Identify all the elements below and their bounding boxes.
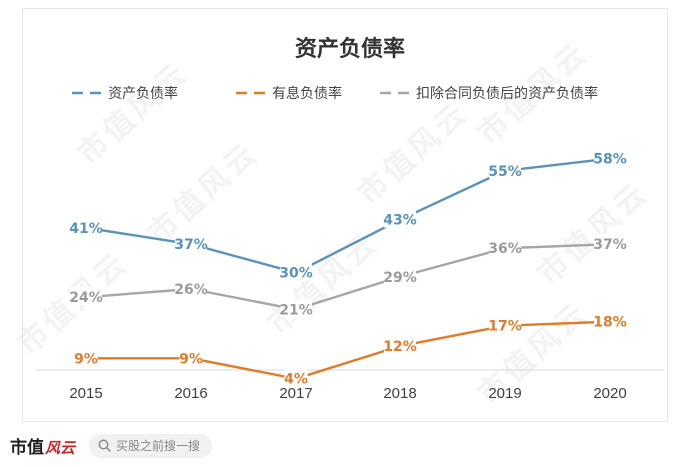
data-label: 29% (383, 270, 417, 286)
data-label: 26% (174, 282, 208, 298)
data-label-bg (384, 336, 416, 355)
data-label: 36% (488, 241, 522, 257)
data-label: 9% (74, 351, 98, 367)
legend-label: 有息负债率 (272, 85, 342, 102)
legend-item: 扣除合同负债后的资产负债率 (380, 85, 598, 102)
legend-label: 资产负债率 (108, 85, 178, 102)
x-tick-label: 2020 (593, 385, 626, 402)
data-label: 30% (279, 266, 313, 282)
data-label-bg (175, 279, 207, 297)
series-line (85, 242, 611, 311)
chart-title: 资产负债率 (295, 36, 405, 62)
logo-script: 风云 (45, 439, 76, 457)
data-label-bg (489, 315, 521, 334)
data-label: 58% (593, 152, 627, 168)
series-line (85, 157, 611, 274)
data-label: 37% (593, 237, 627, 253)
data-label: 21% (279, 302, 313, 318)
data-label: 12% (383, 339, 417, 355)
search-icon (98, 439, 111, 452)
search-bar[interactable]: 买股之前搜一搜 (89, 433, 213, 458)
data-label: 37% (174, 237, 208, 253)
data-label-bg (489, 160, 521, 179)
data-label-bg (594, 234, 626, 253)
data-label-bg (594, 311, 626, 330)
legend-item: 资产负债率 (72, 85, 178, 102)
data-label: 43% (383, 213, 417, 229)
footer: 市值 风云 买股之前搜一搜 (0, 424, 700, 467)
data-label: 9% (179, 351, 203, 367)
logo-text: 市值 (10, 438, 44, 458)
x-tick-label: 2015 (69, 385, 102, 402)
data-label: 55% (488, 164, 522, 180)
data-label: 4% (284, 372, 308, 388)
data-label-bg (70, 217, 102, 236)
data-label-bg (489, 238, 521, 257)
legend-item: 有息负债率 (236, 85, 342, 102)
x-tick-label: 2019 (488, 385, 521, 402)
data-label-bg (280, 299, 312, 318)
data-label: 24% (69, 290, 103, 306)
x-tick-label: 2016 (174, 385, 207, 402)
data-label-bg (284, 368, 308, 387)
data-label-bg (384, 266, 416, 285)
x-tick-label: 2018 (383, 385, 416, 402)
data-label-bg (384, 209, 416, 228)
data-label-bg (175, 234, 207, 253)
data-label-bg (70, 287, 102, 306)
x-tick-label: 2017 (279, 385, 312, 402)
legend-label: 扣除合同负债后的资产负债率 (416, 85, 598, 102)
search-placeholder: 买股之前搜一搜 (116, 439, 201, 453)
series-line (86, 320, 611, 380)
data-label-bg (179, 348, 203, 367)
site-logo[interactable]: 市值 风云 (10, 433, 75, 458)
data-label: 18% (593, 315, 627, 331)
data-label: 41% (69, 221, 103, 237)
chart-panel: 市值风云 市值风云 市值风云 市值风云 市值风云 市值风云 市值风云 市值风云 (11, 8, 668, 422)
data-label-bg (280, 262, 312, 281)
data-label: 17% (488, 319, 522, 335)
data-label-bg (74, 348, 98, 367)
data-label-bg (594, 148, 626, 167)
